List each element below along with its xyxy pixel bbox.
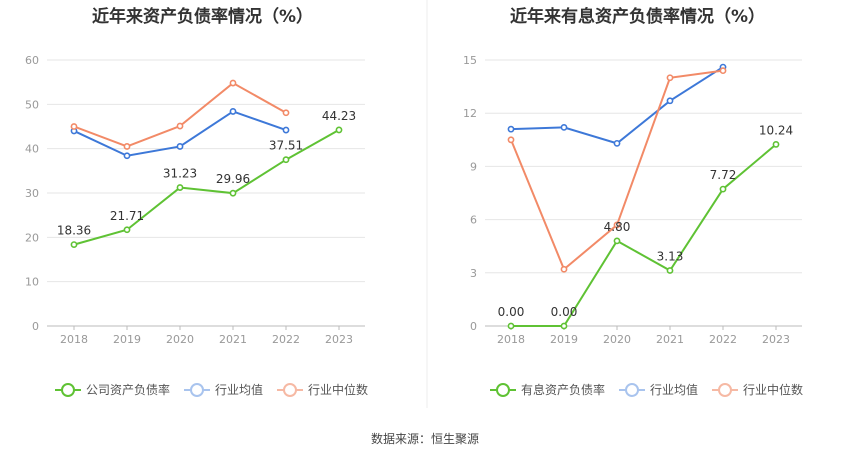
x-tick-label: 2022 [272, 333, 300, 346]
data-point-median [282, 109, 290, 117]
y-tick-label: 0 [32, 320, 39, 333]
data-label: 3.13 [657, 249, 684, 263]
y-tick-label: 60 [25, 54, 39, 67]
legend-marker-avg [184, 382, 211, 397]
source-note: 数据来源：恒生聚源 [370, 432, 479, 446]
data-point-avg [613, 139, 621, 147]
x-tick-label: 2021 [656, 333, 684, 346]
data-point-avg [176, 143, 184, 150]
y-tick-label: 10 [25, 276, 39, 289]
x-tick-label: 2019 [550, 333, 578, 346]
data-label: 44.23 [322, 109, 356, 123]
data-label: 21.71 [110, 209, 144, 223]
data-point-company [507, 322, 515, 330]
series-line-company [73, 129, 340, 246]
legend-marker-company [55, 382, 81, 397]
data-point-company [719, 185, 727, 193]
x-tick-label: 2021 [219, 333, 247, 346]
data-point-avg [560, 123, 568, 131]
data-point-company [772, 141, 780, 148]
legend-marker-avg [619, 382, 646, 397]
data-point-median [507, 136, 515, 144]
data-label: 10.24 [759, 123, 793, 137]
x-tick-label: 2019 [113, 333, 141, 346]
legend-marker-median [277, 382, 304, 397]
data-label: 37.51 [269, 139, 303, 153]
data-label: 4.80 [604, 220, 631, 234]
data-point-company [613, 237, 621, 245]
data-point-avg [666, 97, 674, 105]
data-point-avg [507, 125, 515, 133]
data-label: 31.23 [163, 167, 197, 181]
legend-label: 行业均值 [215, 383, 264, 397]
x-tick-label: 2023 [325, 333, 353, 346]
data-point-median [560, 265, 568, 273]
y-tick-label: 6 [470, 214, 477, 227]
legend-item-median[interactable]: 行业中位数 [712, 381, 803, 398]
data-point-company [229, 189, 237, 197]
data-point-median [176, 122, 184, 130]
data-label: 29.96 [216, 172, 250, 186]
legend-item-avg[interactable]: 行业均值 [619, 381, 698, 398]
legend-label: 公司资产负债率 [86, 383, 171, 397]
legend-marker-median [712, 382, 739, 397]
legend-right: 有息资产负债率 行业均值 行业中位数 [490, 381, 817, 398]
series-line-median [73, 81, 287, 148]
y-tick-label: 12 [463, 107, 477, 120]
data-point-median [719, 67, 727, 75]
y-tick-label: 15 [463, 54, 477, 67]
data-point-company [560, 322, 568, 330]
y-tick-label: 20 [25, 231, 39, 244]
legend-item-avg[interactable]: 行业均值 [184, 381, 263, 398]
x-tick-label: 2023 [762, 333, 790, 346]
data-point-avg [123, 152, 131, 160]
data-point-company [70, 241, 78, 249]
series-line-avg [510, 66, 724, 145]
data-label: 0.00 [551, 305, 578, 319]
x-tick-label: 2022 [709, 333, 737, 346]
data-point-company [666, 267, 674, 274]
y-tick-label: 50 [25, 98, 39, 111]
legend-marker-company [490, 382, 516, 397]
chart-title-left: 近年来资产负债率情况（%） [92, 7, 314, 27]
data-label: 7.72 [710, 168, 737, 182]
data-label: 0.00 [498, 305, 525, 319]
y-tick-label: 3 [470, 267, 477, 280]
legend-left: 公司资产负债率 行业均值 行业中位数 [55, 381, 382, 398]
data-point-median [70, 123, 78, 130]
legend-item-median[interactable]: 行业中位数 [277, 381, 368, 398]
chart-title-right: 近年来有息资产负债率情况（%） [510, 7, 766, 27]
data-point-median [666, 74, 674, 82]
legend-label: 行业均值 [650, 383, 699, 397]
legend-item-company[interactable]: 公司资产负债率 [55, 381, 170, 398]
x-tick-label: 2018 [497, 333, 525, 346]
data-point-median [613, 221, 621, 229]
x-tick-label: 2020 [166, 333, 194, 346]
legend-label: 有息资产负债率 [521, 383, 606, 397]
data-point-company [176, 184, 184, 191]
data-label: 18.36 [57, 224, 91, 238]
data-point-company [282, 156, 290, 164]
legend-label: 行业中位数 [308, 383, 369, 397]
legend-item-company[interactable]: 有息资产负债率 [490, 381, 605, 398]
x-tick-label: 2020 [603, 333, 631, 346]
legend-label: 行业中位数 [743, 383, 804, 397]
series-line-company [511, 143, 777, 327]
data-point-median [229, 79, 237, 87]
data-point-company [123, 226, 131, 234]
y-tick-label: 0 [470, 320, 477, 333]
data-point-avg [229, 108, 237, 115]
x-tick-label: 2018 [60, 333, 88, 346]
data-point-avg [282, 126, 290, 134]
data-point-company [335, 126, 343, 134]
y-tick-label: 40 [25, 143, 39, 156]
data-point-median [123, 143, 131, 150]
y-tick-label: 9 [470, 160, 477, 173]
y-tick-label: 30 [25, 187, 39, 200]
